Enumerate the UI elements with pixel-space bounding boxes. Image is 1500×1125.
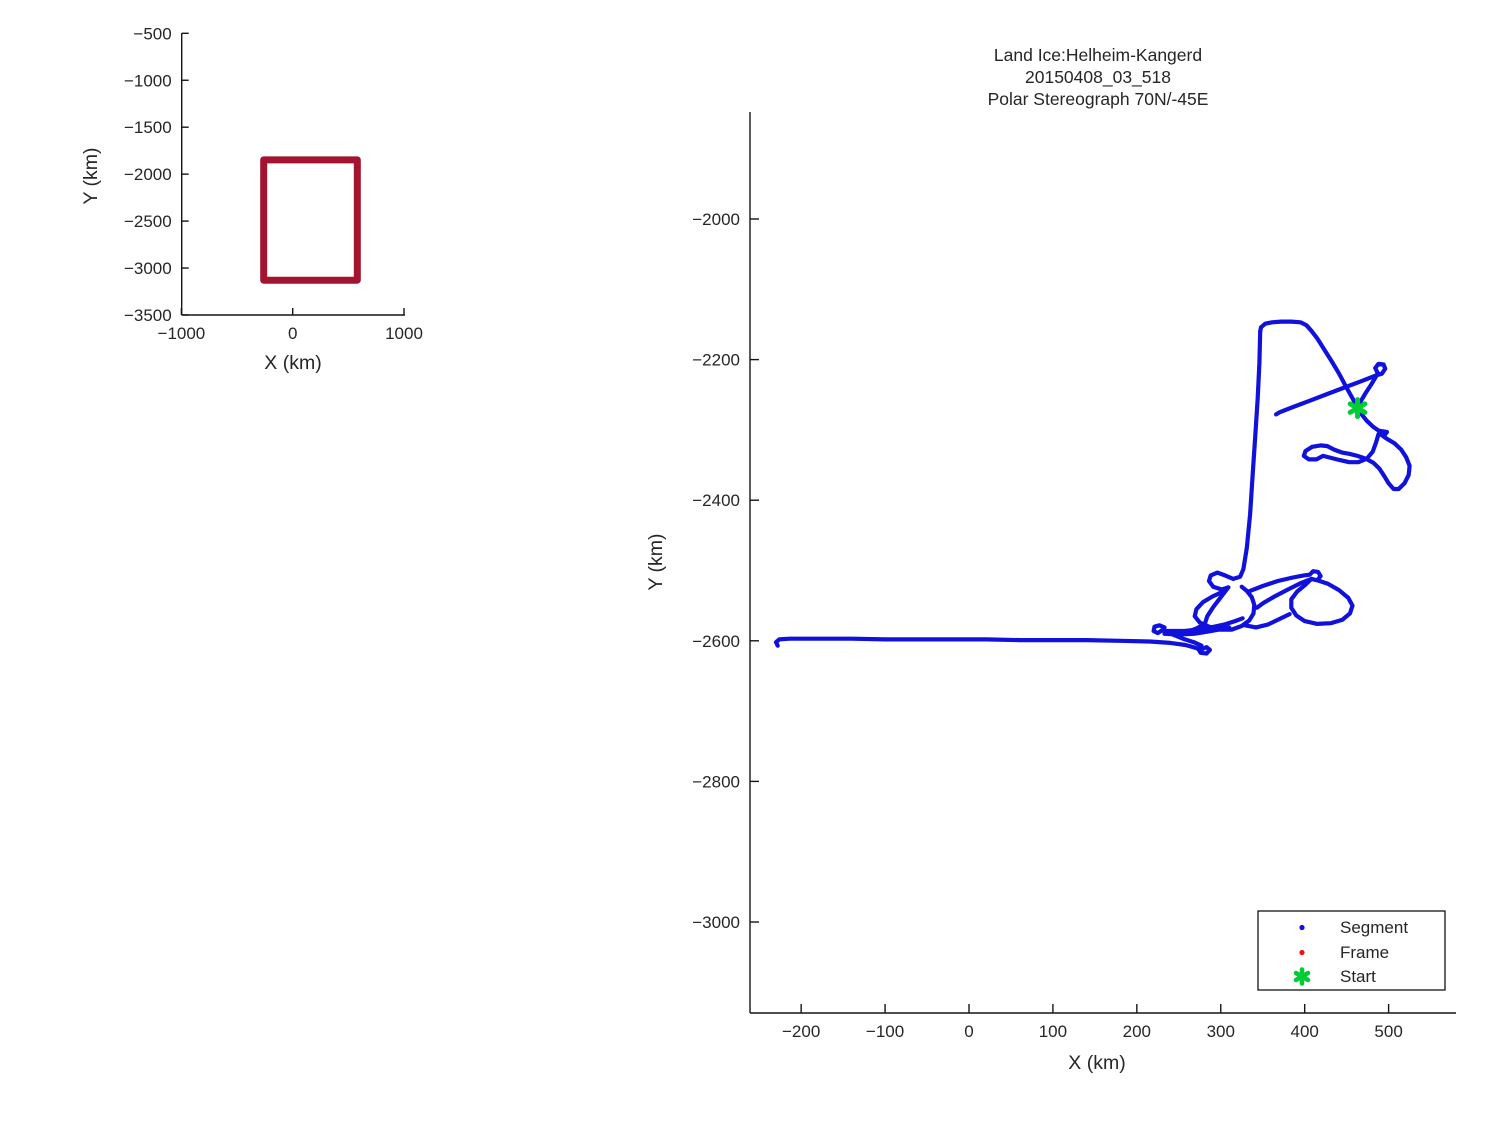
overview-y-tick-label: −500 (133, 24, 171, 43)
overview-x-tick-label: 0 (288, 324, 297, 343)
legend-box (1257, 910, 1446, 991)
legend-label-frame: Frame (1340, 943, 1389, 962)
overview-y-tick-label: −2500 (124, 212, 172, 231)
flight-track-segment (1243, 612, 1292, 630)
main-x-tick-label: 200 (1123, 1022, 1151, 1041)
legend-marker-frame (1299, 949, 1305, 956)
main-y-tick-label: −2200 (692, 351, 740, 370)
main-y-tick-label: −2800 (692, 772, 740, 791)
main-x-tick-label: −100 (866, 1022, 904, 1041)
chart-graphics: −1000 0 1000−500−1000−1500−2000−2500−3000−… (124, 24, 1456, 1041)
flight-track-segment (1246, 569, 1323, 610)
legend-label-segment: Segment (1340, 918, 1408, 937)
start-marker (1347, 401, 1368, 415)
overview-x-tick-label: −1000 (158, 324, 206, 343)
overview-y-tick-label: −3500 (124, 306, 172, 325)
legend-label-start: Start (1340, 967, 1376, 986)
main-x-tick-label: 500 (1374, 1022, 1402, 1041)
overview-x-axis-label: X (km) (264, 352, 321, 374)
flight-track-segment (1289, 576, 1355, 626)
main-plot-title-line-3: Polar Stereograph 70N/-45E (988, 89, 1209, 109)
main-y-tick-label: −2600 (692, 632, 740, 651)
main-x-tick-label: 0 (964, 1022, 973, 1041)
main-y-tick-label: −3000 (692, 913, 740, 932)
main-plot-title-line-2: 20150408_03_518 (1025, 67, 1171, 88)
overview-y-axis-label: Y (km) (80, 147, 102, 204)
main-x-tick-label: 100 (1039, 1022, 1067, 1041)
main-plot-title-line-1: Land Ice:Helheim-Kangerd (994, 45, 1202, 65)
flight-track-segment (1258, 319, 1360, 411)
main-y-tick-label: −2000 (692, 210, 740, 229)
flight-track-segment (1301, 406, 1412, 492)
overview-y-tick-label: −3000 (124, 259, 172, 278)
flight-track-segment (773, 616, 1245, 656)
overview-x-tick-label: 1000 (385, 324, 423, 343)
legend-marker-start (1293, 970, 1311, 983)
main-y-axis-label: Y (km) (645, 533, 667, 590)
legend-marker-segment (1299, 924, 1305, 931)
overview-y-tick-label: −1000 (124, 71, 172, 90)
main-x-axis-label: X (km) (1068, 1052, 1125, 1074)
overview-y-tick-label: −1500 (124, 118, 172, 137)
flight-track-segment (1192, 329, 1263, 632)
main-y-tick-label: −2400 (692, 491, 740, 510)
main-x-tick-label: 400 (1290, 1022, 1318, 1041)
coverage-extent-rectangle (260, 156, 361, 284)
main-x-tick-label: −200 (782, 1022, 820, 1041)
overview-y-tick-label: −2000 (124, 165, 172, 184)
flight-track-segment (1274, 361, 1388, 417)
main-x-tick-label: 300 (1207, 1022, 1235, 1041)
flight-track-segment (1174, 585, 1231, 637)
